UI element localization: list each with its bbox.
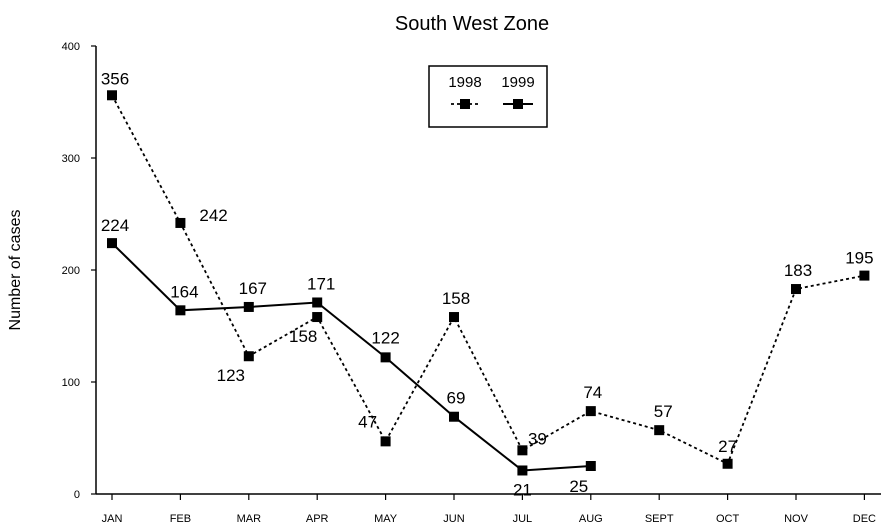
data-label: 123	[217, 366, 245, 385]
x-tick-label: FEB	[170, 513, 191, 525]
data-point	[585, 406, 596, 417]
data-label: 356	[101, 69, 129, 88]
legend-marker-1999	[513, 99, 523, 109]
data-label: 21	[513, 481, 532, 500]
data-label: 25	[569, 477, 588, 496]
data-point	[859, 270, 870, 281]
data-point	[312, 297, 323, 308]
data-label: 122	[371, 328, 399, 347]
legend-box	[428, 65, 548, 128]
x-tick-label: MAY	[374, 513, 398, 525]
x-tick-label: MAR	[237, 513, 262, 525]
data-point	[380, 352, 391, 363]
data-point	[243, 301, 254, 312]
y-tick-label: 100	[62, 377, 80, 389]
data-point	[175, 217, 186, 228]
legend-marker-1998	[460, 99, 470, 109]
data-point	[654, 425, 665, 436]
data-label: 183	[784, 261, 812, 280]
data-point	[585, 461, 596, 471]
y-ticks: 0 100 200 300 400	[62, 41, 96, 501]
y-axis-label: Number of cases	[7, 210, 24, 331]
chart-title: South West Zone	[395, 13, 549, 35]
data-label: 74	[583, 383, 602, 402]
data-label: 164	[170, 282, 198, 301]
data-point	[449, 312, 459, 323]
x-tick-label: APR	[306, 513, 329, 525]
series-layer: 356 242 123 158 47 158 39 74 57 27 183 195 224 164 167…	[101, 69, 874, 499]
x-tick-label: NOV	[784, 513, 809, 525]
x-tick-label: AUG	[579, 513, 603, 525]
x-tick-label: JUN	[443, 513, 464, 525]
data-point	[380, 436, 391, 447]
data-label: 167	[239, 279, 267, 298]
legend: 1998 1999	[428, 65, 548, 128]
legend-label-1999: 1999	[501, 74, 534, 91]
data-point	[722, 458, 733, 469]
data-label: 27	[718, 437, 737, 456]
data-label: 224	[101, 216, 129, 235]
x-ticks: JAN FEB MAR APR MAY JUN JUL AUG SEPT OCT NOV DEC	[102, 494, 876, 525]
data-label: 195	[845, 249, 873, 268]
y-tick-label: 0	[74, 489, 80, 501]
y-tick-label: 300	[62, 153, 80, 165]
data-label: 39	[528, 429, 547, 448]
series-1998	[107, 90, 870, 469]
x-tick-label: JUL	[513, 513, 533, 525]
data-point	[107, 90, 117, 101]
y-tick-label: 200	[62, 265, 80, 277]
data-point	[243, 351, 254, 362]
data-label: 57	[654, 402, 673, 421]
data-point	[175, 305, 186, 316]
x-tick-label: SEPT	[645, 513, 674, 525]
data-label: 47	[358, 412, 377, 431]
data-point	[107, 238, 117, 249]
data-label: 171	[307, 275, 335, 294]
data-labels: 356 242 123 158 47 158 39 74 57 27 183 195 224 164 167…	[101, 69, 874, 499]
x-tick-label: JAN	[102, 513, 123, 525]
data-point	[517, 465, 528, 476]
series-1999	[107, 238, 596, 476]
data-label: 69	[447, 389, 466, 408]
data-label: 242	[199, 206, 227, 225]
data-label: 158	[289, 327, 317, 346]
series-line-1999	[111, 242, 591, 472]
x-tick-label: OCT	[716, 513, 740, 525]
series-line-1998	[111, 94, 865, 466]
data-point	[791, 284, 801, 295]
data-point	[449, 411, 459, 422]
data-point	[312, 312, 323, 323]
legend-label-1998: 1998	[448, 74, 481, 91]
y-tick-label: 400	[62, 41, 80, 53]
data-point	[517, 445, 528, 456]
x-tick-label: DEC	[853, 513, 876, 525]
data-label: 158	[442, 289, 470, 308]
